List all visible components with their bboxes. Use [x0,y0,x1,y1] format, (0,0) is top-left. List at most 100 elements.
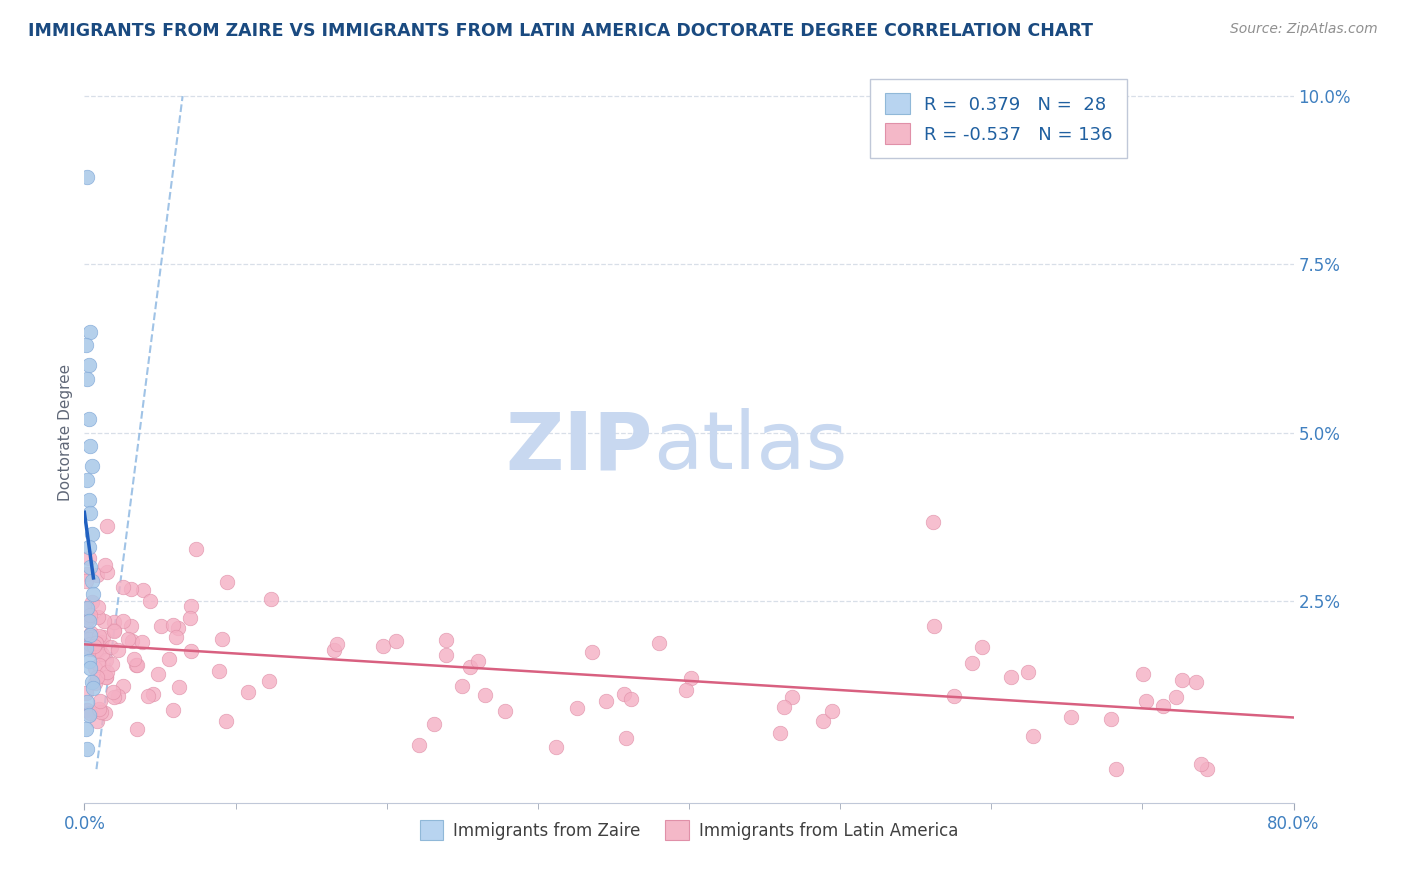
Point [408,738,430,752]
Point [1022,729,1045,743]
Point [1171,673,1194,688]
Point [83,639,105,653]
Point [450,679,472,693]
Point [76,695,98,709]
Point [384,634,406,648]
Point [75,640,97,655]
Point [94,706,117,720]
Point [87,600,110,615]
Point [100,640,122,654]
Point [924,619,946,633]
Point [82,681,104,696]
Point [127,723,149,737]
Point [215,574,238,589]
Point [94,558,117,572]
Point [619,692,641,706]
Point [76,372,98,386]
Point [780,690,803,704]
Point [211,632,233,647]
Point [76,566,98,581]
Point [1060,710,1083,724]
Point [76,703,98,717]
Point [1189,757,1212,772]
Point [494,705,516,719]
Point [96,665,118,680]
Point [260,591,283,606]
Point [1099,712,1122,726]
Point [467,654,489,668]
Point [96,519,118,533]
Point [103,623,125,637]
Point [100,657,122,671]
Point [84,636,107,650]
Point [972,640,994,654]
Point [101,685,124,699]
Point [960,656,983,670]
Point [142,687,165,701]
Point [90,635,112,649]
Point [77,540,100,554]
Point [120,582,142,597]
Point [90,705,112,719]
Point [616,731,638,745]
Point [458,659,481,673]
Point [103,624,125,638]
Point [103,615,125,629]
Point [236,684,259,698]
Point [167,621,190,635]
Point [811,714,834,728]
Point [675,682,697,697]
Point [77,708,100,723]
Point [681,671,703,685]
Point [103,690,125,705]
Point [77,551,100,566]
Point [215,714,238,728]
Point [89,643,111,657]
Point [79,661,101,675]
Point [179,610,201,624]
Y-axis label: Doctorate Degree: Doctorate Degree [58,364,73,501]
Point [80,595,103,609]
Point [80,574,103,588]
Point [107,643,129,657]
Point [84,660,107,674]
Point [922,515,945,529]
Point [180,644,202,658]
Point [80,674,103,689]
Point [1184,675,1206,690]
Point [122,652,145,666]
Point [546,739,568,754]
Point [1164,690,1187,705]
Point [117,632,139,646]
Point [75,722,97,736]
Point [111,614,134,628]
Point [75,686,97,700]
Point [80,630,103,644]
Point [125,657,148,672]
Point [942,690,965,704]
Point [79,607,101,622]
Point [86,642,108,657]
Point [84,636,107,650]
Point [94,670,117,684]
Point [76,473,98,487]
Point [162,617,184,632]
Point [371,639,394,653]
Point [89,658,111,673]
Point [80,526,103,541]
Point [90,647,112,661]
Point [107,689,129,703]
Point [79,627,101,641]
Point [93,614,115,628]
Point [773,699,796,714]
Point [75,338,97,352]
Point [77,359,100,373]
Point [322,643,344,657]
Text: ZIP: ZIP [505,409,652,486]
Point [821,704,844,718]
Point [257,673,280,688]
Point [76,742,98,756]
Point [1105,762,1128,776]
Point [768,726,790,740]
Point [77,492,100,507]
